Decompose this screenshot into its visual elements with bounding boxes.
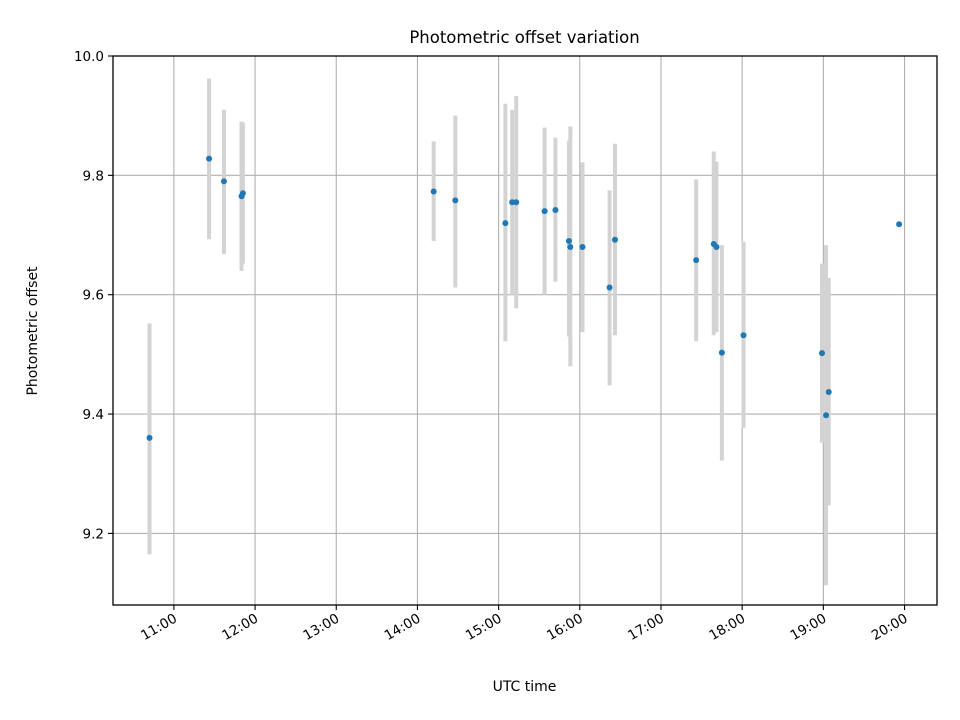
data-point <box>579 243 586 250</box>
data-point <box>565 237 572 244</box>
y-tick-label: 9.8 <box>83 168 104 184</box>
grid-layer <box>113 55 937 605</box>
x-tick-label: 18:00 <box>706 611 748 644</box>
data-point <box>430 188 437 195</box>
x-tick-label: 11:00 <box>138 611 180 644</box>
data-point <box>239 190 246 197</box>
data-point <box>713 243 720 250</box>
data-point <box>567 243 574 250</box>
data-point <box>606 284 613 291</box>
data-point <box>206 155 213 162</box>
y-tick-label: 9.2 <box>83 526 104 542</box>
data-point <box>818 350 825 357</box>
data-point <box>611 236 618 243</box>
plot-frame <box>112 55 938 606</box>
data-point <box>823 412 830 419</box>
x-tick-label: 16:00 <box>544 611 586 644</box>
x-tick-label: 20:00 <box>869 611 911 644</box>
y-axis-label: Photometric offset <box>25 266 41 396</box>
x-tick-label: 12:00 <box>219 611 261 644</box>
data-point <box>541 208 548 215</box>
x-axis-label: UTC time <box>493 679 557 695</box>
data-point <box>693 257 700 264</box>
data-point <box>896 221 903 228</box>
data-point <box>552 206 559 213</box>
error-bars <box>147 78 831 586</box>
data-point <box>452 197 459 204</box>
y-tick-label: 9.4 <box>83 407 104 423</box>
data-point <box>146 434 153 441</box>
data-point <box>718 349 725 356</box>
x-tick-label: 15:00 <box>463 611 505 644</box>
x-tick-label: 19:00 <box>788 611 830 644</box>
x-tick-label: 13:00 <box>301 611 343 644</box>
data-point <box>502 220 509 227</box>
x-tick-label: 14:00 <box>382 611 424 644</box>
chart-title: Photometric offset variation <box>409 28 639 47</box>
data-point <box>825 388 832 395</box>
x-tick-label: 17:00 <box>625 611 667 644</box>
data-point <box>220 178 227 185</box>
data-points <box>146 155 903 441</box>
data-point <box>740 332 747 339</box>
y-tick-label: 10.0 <box>74 49 104 65</box>
data-point <box>513 199 520 206</box>
y-tick-label: 9.6 <box>83 288 104 304</box>
axis-ticks: 11:00 12:00 13:00 14:00 15:00 16:00 17:00 18:00… <box>74 49 911 644</box>
